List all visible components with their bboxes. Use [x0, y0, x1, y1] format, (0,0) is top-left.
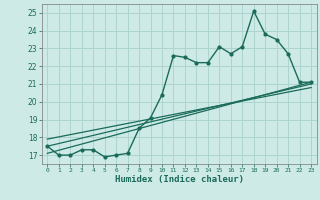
X-axis label: Humidex (Indice chaleur): Humidex (Indice chaleur)	[115, 175, 244, 184]
